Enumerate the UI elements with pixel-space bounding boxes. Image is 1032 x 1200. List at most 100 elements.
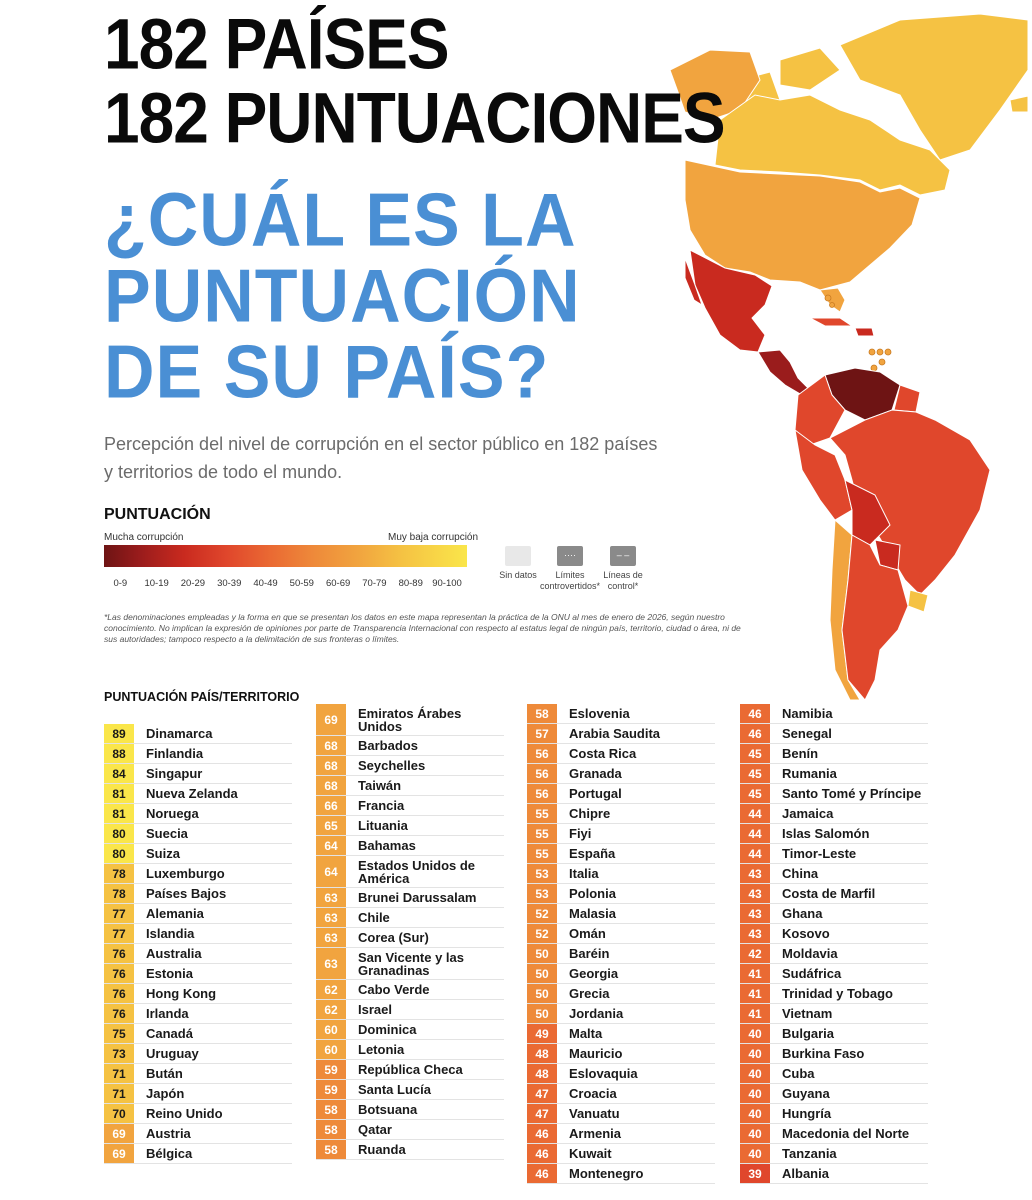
country-name: Islas Salomón	[782, 826, 870, 841]
country-row: 40 Bulgaria	[740, 1024, 928, 1044]
country-score: 58	[527, 704, 557, 723]
country-name: Costa de Marfil	[782, 886, 876, 901]
country-score: 64	[316, 836, 346, 855]
country-row: 78 Luxemburgo	[104, 864, 292, 884]
country-name: Ruanda	[358, 1142, 406, 1157]
country-row: 84 Singapur	[104, 764, 292, 784]
country-row: 78 Países Bajos	[104, 884, 292, 904]
country-score: 52	[527, 904, 557, 923]
legend-high-label: Muy baja corrupción	[388, 532, 479, 543]
country-name: Seychelles	[358, 758, 426, 773]
legend-range: 70-79	[362, 578, 387, 589]
legend-range-labels: 0-9 10-19 20-29 30-39 40-49 50-59 60-69 …	[104, 578, 467, 592]
country-row: 55 España	[527, 844, 715, 864]
country-row: 58 Qatar	[316, 1120, 504, 1140]
country-score: 48	[527, 1064, 557, 1083]
headline-scores: 182 PUNTUACIONES	[104, 77, 726, 159]
country-row: 80 Suecia	[104, 824, 292, 844]
country-score: 78	[104, 864, 134, 883]
key-control-label: Líneas de control*	[603, 570, 643, 591]
country-name: Tanzania	[782, 1146, 837, 1161]
country-score: 68	[316, 736, 346, 755]
country-row: 50 Jordania	[527, 1004, 715, 1024]
country-name: Chipre	[569, 806, 611, 821]
key-control: – – Líneas de control*	[588, 546, 658, 592]
country-name: Finlandia	[146, 746, 204, 761]
country-score: 55	[527, 804, 557, 823]
country-row: 40 Hungría	[740, 1104, 928, 1124]
country-name: Arabia Saudita	[569, 726, 661, 741]
country-name: Ghana	[782, 906, 823, 921]
country-row: 40 Tanzania	[740, 1144, 928, 1164]
country-score: 50	[527, 984, 557, 1003]
country-name: Japón	[146, 1086, 185, 1101]
country-row: 40 Guyana	[740, 1084, 928, 1104]
disputed-swatch: ····	[557, 546, 583, 566]
country-row: 43 Kosovo	[740, 924, 928, 944]
country-row: 69 Bélgica	[104, 1144, 292, 1164]
country-row: 45 Benín	[740, 744, 928, 764]
country-score: 47	[527, 1104, 557, 1123]
country-name: Corea (Sur)	[358, 930, 429, 945]
country-name: Israel	[358, 1002, 392, 1017]
country-score: 41	[740, 1004, 770, 1023]
country-row: 44 Islas Salomón	[740, 824, 928, 844]
legend-range: 30-39	[217, 578, 242, 589]
country-score: 63	[316, 928, 346, 947]
country-name: Croacia	[569, 1086, 617, 1101]
country-name: Senegal	[782, 726, 832, 741]
country-score: 81	[104, 784, 134, 803]
country-name: Luxemburgo	[146, 866, 225, 881]
country-row: 76 Hong Kong	[104, 984, 292, 1004]
country-score: 76	[104, 984, 134, 1003]
key-no-data-label: Sin datos	[499, 570, 537, 580]
country-row: 45 Santo Tomé y Príncipe	[740, 784, 928, 804]
country-row: 65 Lituania	[316, 816, 504, 836]
country-row: 40 Cuba	[740, 1064, 928, 1084]
country-row: 56 Granada	[527, 764, 715, 784]
country-score: 60	[316, 1040, 346, 1059]
country-row: 49 Malta	[527, 1024, 715, 1044]
country-row: 66 Francia	[316, 796, 504, 816]
country-row: 68 Seychelles	[316, 756, 504, 776]
country-score: 58	[316, 1120, 346, 1139]
country-row: 70 Reino Unido	[104, 1104, 292, 1124]
country-name: Eslovaquia	[569, 1066, 638, 1081]
country-row: 48 Eslovaquia	[527, 1064, 715, 1084]
country-score: 89	[104, 724, 134, 743]
country-score: 47	[527, 1084, 557, 1103]
country-name: Francia	[358, 798, 405, 813]
key-disputed-label: Límites controvertidos*	[539, 570, 601, 591]
country-row: 58 Ruanda	[316, 1140, 504, 1160]
map-mexico	[689, 249, 773, 353]
country-name: Benín	[782, 746, 819, 761]
country-row: 39 Albania	[740, 1164, 928, 1184]
country-row: 81 Nueva Zelanda	[104, 784, 292, 804]
country-row: 76 Estonia	[104, 964, 292, 984]
country-name: Armenia	[569, 1126, 622, 1141]
country-row: 46 Montenegro	[527, 1164, 715, 1184]
country-row: 52 Malasia	[527, 904, 715, 924]
list-title: PUNTUACIÓN PAÍS/TERRITORIO	[104, 690, 300, 704]
country-score: 46	[740, 724, 770, 743]
country-score: 78	[104, 884, 134, 903]
map-iceland	[1009, 95, 1029, 113]
country-name: Suecia	[146, 826, 188, 841]
legend-range: 0-9	[113, 578, 128, 589]
country-row: 64 Bahamas	[316, 836, 504, 856]
country-name: Reino Unido	[146, 1106, 223, 1121]
country-name: Georgia	[569, 966, 619, 981]
country-score: 46	[527, 1164, 557, 1183]
map-florida	[819, 287, 846, 313]
country-score: 63	[316, 888, 346, 907]
country-score: 62	[316, 1000, 346, 1019]
country-score: 39	[740, 1164, 770, 1183]
legend-range: 60-69	[325, 578, 351, 589]
country-score: 64	[316, 856, 346, 887]
country-score: 52	[527, 924, 557, 943]
country-score: 66	[316, 796, 346, 815]
country-row: 55 Fiyi	[527, 824, 715, 844]
country-score: 55	[527, 844, 557, 863]
country-name: Kuwait	[569, 1146, 612, 1161]
question-line-2: PUNTUACIÓN	[104, 253, 581, 338]
